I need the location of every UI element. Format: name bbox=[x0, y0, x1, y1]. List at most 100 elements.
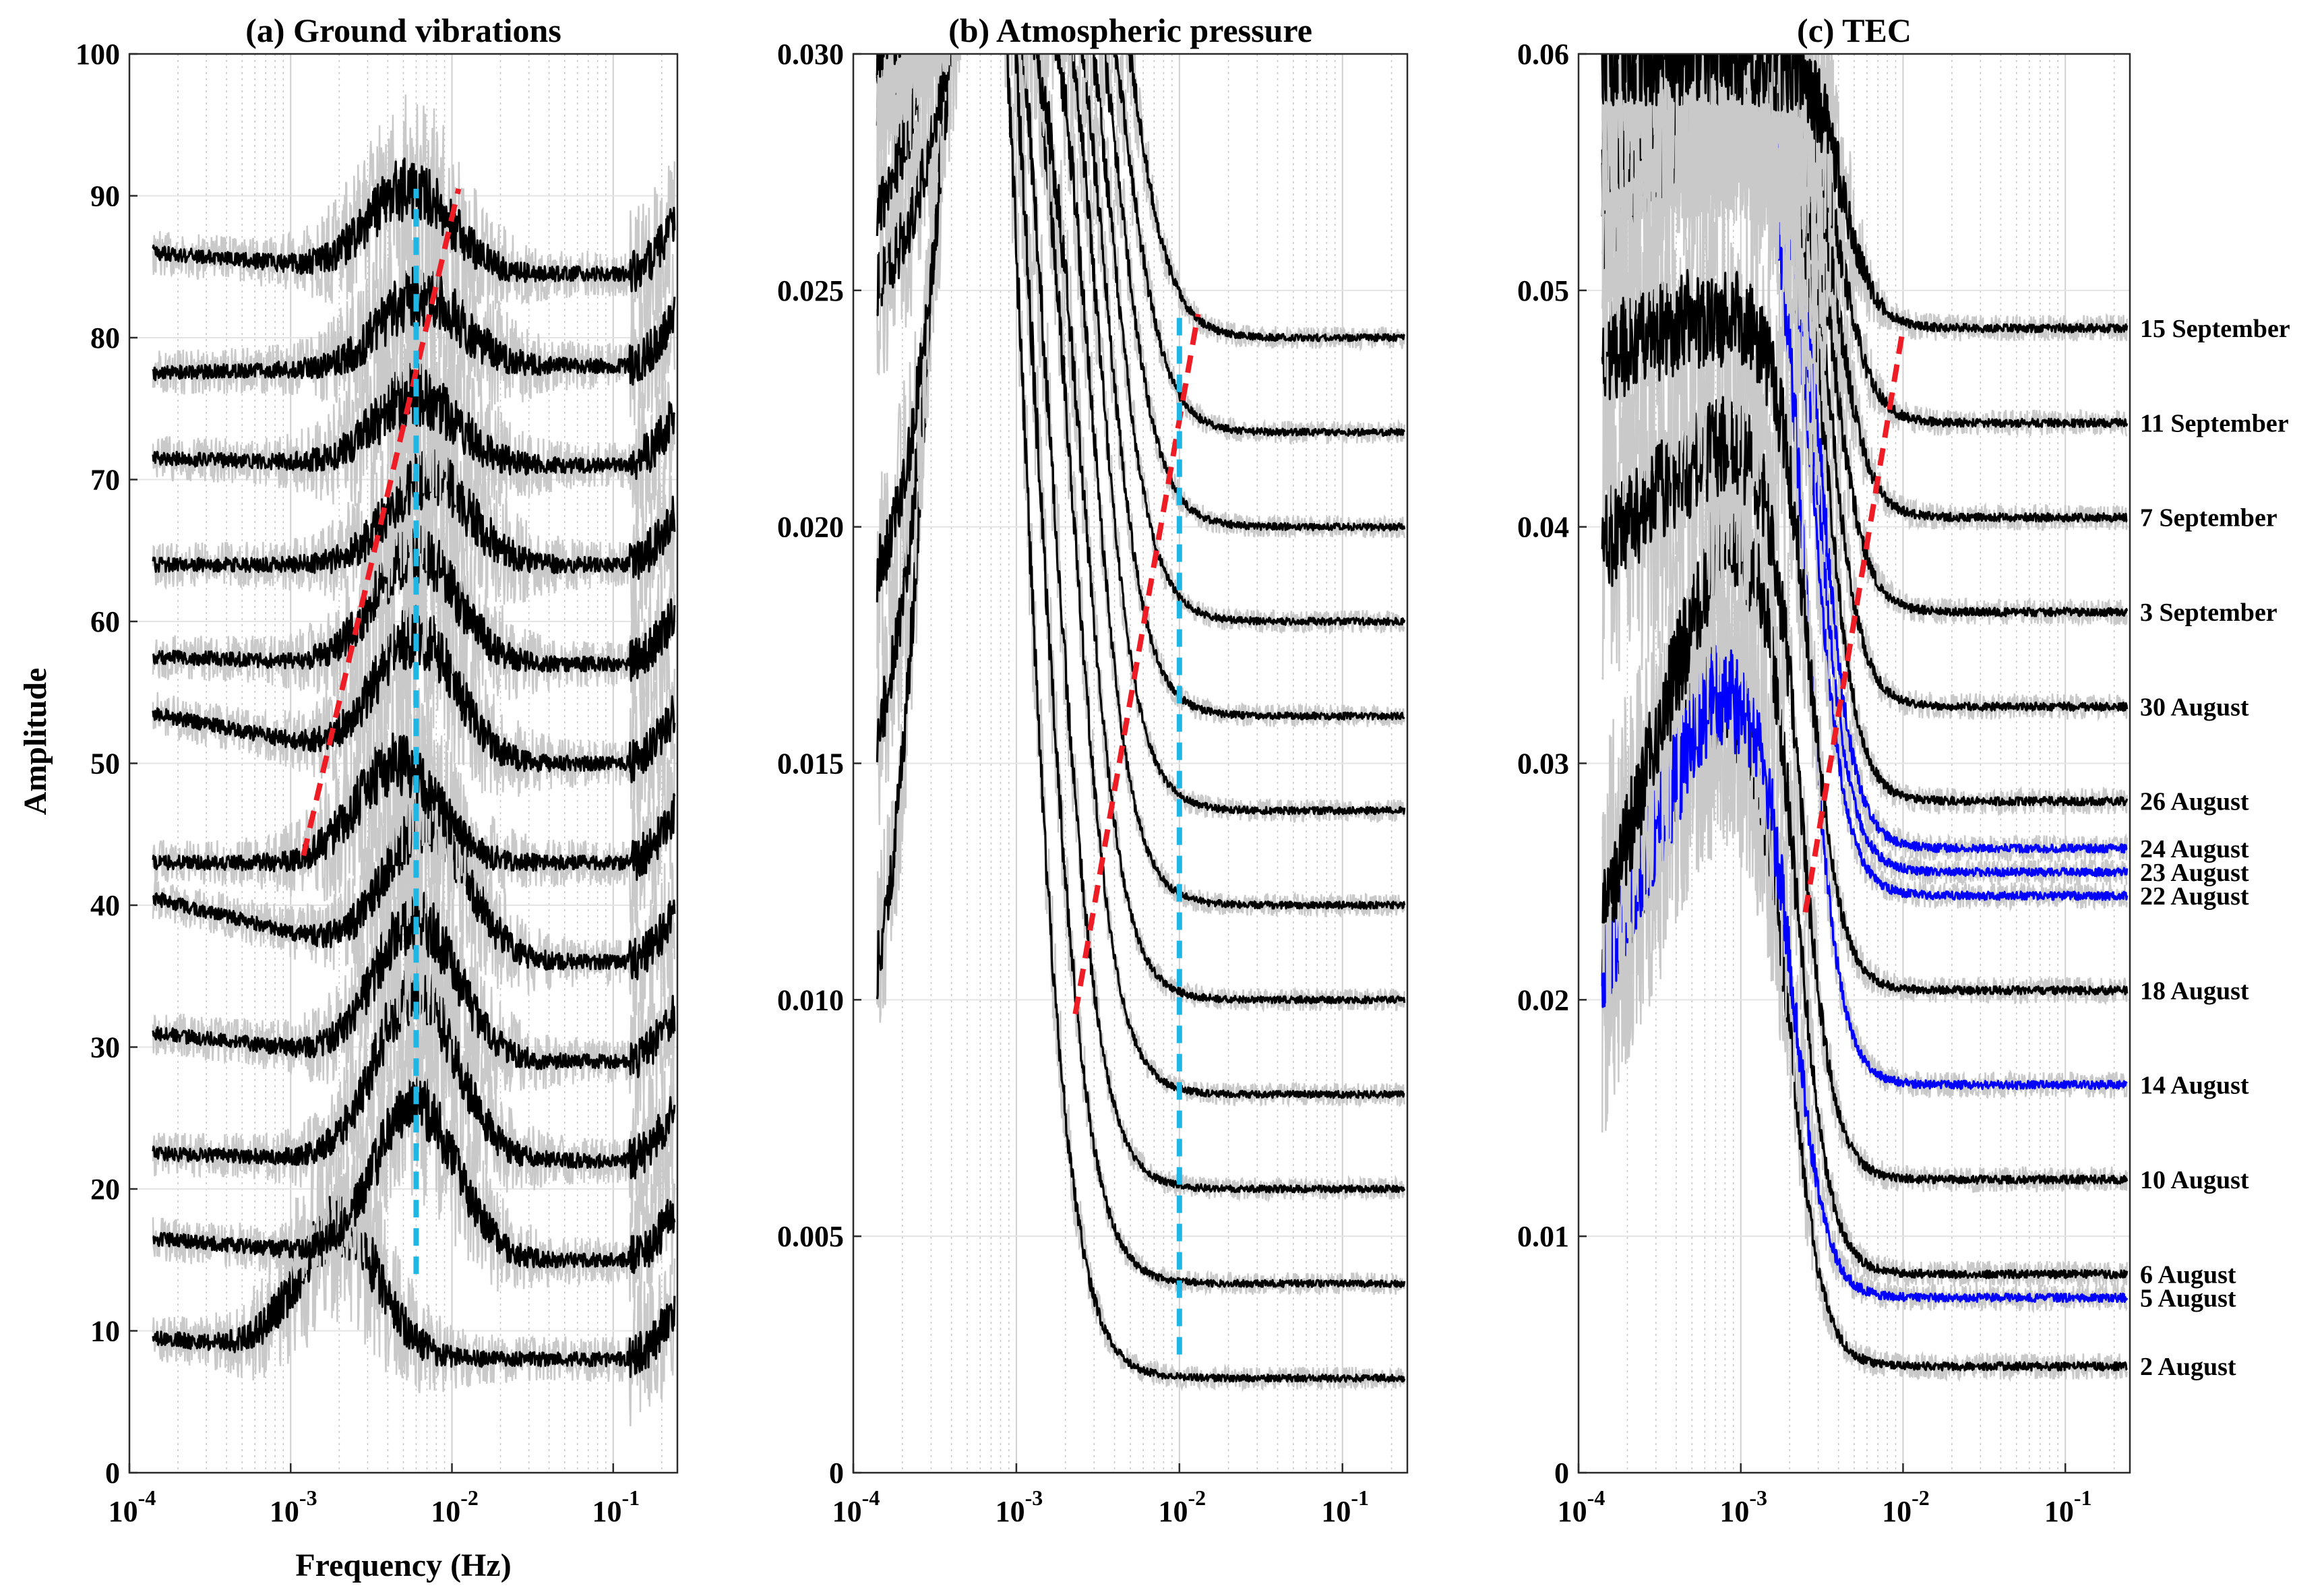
series-line-5-august bbox=[876, 54, 1406, 1289]
day-label: 5 August bbox=[2140, 1284, 2236, 1312]
panel-title: (a) Ground vibrations bbox=[245, 11, 561, 49]
series-line-7-september bbox=[1601, 54, 2128, 523]
series-line-3-september bbox=[876, 54, 1405, 342]
trend-line-red-dashed bbox=[1802, 328, 1906, 913]
series-line-23-august bbox=[876, 54, 1405, 721]
x-tick-label: 10-2 bbox=[1882, 1486, 1930, 1528]
y-tick-label: 70 bbox=[90, 464, 120, 497]
day-label: 11 September bbox=[2140, 409, 2289, 437]
day-label: 23 August bbox=[2140, 859, 2249, 887]
x-tick-label: 10-4 bbox=[1558, 1486, 1606, 1528]
x-tick-label: 10-4 bbox=[109, 1486, 156, 1528]
day-label: 18 August bbox=[2140, 977, 2249, 1005]
x-tick-label: 10-3 bbox=[996, 1486, 1043, 1528]
day-label: 24 August bbox=[2140, 835, 2249, 863]
series-spread-18-august bbox=[1601, 154, 2128, 1006]
y-tick-label: 0 bbox=[1554, 1457, 1569, 1490]
day-label: 26 August bbox=[2140, 788, 2249, 816]
x-tick-label: 10-1 bbox=[2044, 1486, 2092, 1528]
panel-tec: 0 0.01 0.02 0.03 0.04 0.05 0.06 10-4 10-3 10-2 10-… bbox=[1517, 11, 2290, 1528]
series-line-18-august bbox=[876, 54, 1406, 910]
day-labels: 15 September 11 September 7 September 3 Sep… bbox=[2140, 315, 2290, 1381]
series-line-11-september bbox=[1601, 54, 2129, 428]
traces bbox=[1601, 54, 2129, 1382]
series-line-5-august bbox=[152, 1076, 676, 1275]
y-tick-label: 0.03 bbox=[1517, 747, 1569, 781]
day-label: 3 September bbox=[2140, 599, 2277, 627]
y-tick-label: 0.010 bbox=[777, 983, 844, 1016]
y-tick-label: 50 bbox=[90, 747, 120, 781]
series-line-30-august bbox=[876, 54, 1406, 437]
y-tick-label: 0.01 bbox=[1517, 1220, 1569, 1253]
y-tick-label: 0.005 bbox=[777, 1220, 844, 1253]
traces bbox=[876, 54, 1406, 1393]
y-tick-label: 0.05 bbox=[1517, 274, 1569, 307]
series-spread-18-august bbox=[876, 54, 1405, 918]
series-spread-7-september bbox=[1601, 54, 2128, 531]
panel-title: (c) TEC bbox=[1797, 11, 1912, 49]
series-line-2-august bbox=[152, 1195, 676, 1378]
y-tick-label: 0.025 bbox=[777, 274, 844, 307]
x-tick-label: 10-3 bbox=[270, 1486, 317, 1528]
y-axis-label: Amplitude bbox=[18, 668, 53, 816]
x-tick-label: 10-1 bbox=[592, 1486, 640, 1528]
x-tick-label: 10-3 bbox=[1719, 1486, 1767, 1528]
series-line-10-august bbox=[876, 54, 1405, 1099]
series-line-22-august bbox=[876, 54, 1406, 816]
series-line-24-august bbox=[1601, 54, 2128, 854]
x-tick-label: 10-1 bbox=[1321, 1486, 1369, 1528]
series-line-24-august bbox=[876, 54, 1406, 626]
y-tick-label: 80 bbox=[90, 322, 120, 355]
trend-line-red-dashed bbox=[301, 188, 462, 857]
series-line-10-august bbox=[1601, 396, 2129, 1185]
day-label: 15 September bbox=[2140, 315, 2290, 343]
y-tick-label: 40 bbox=[90, 889, 120, 922]
series-spread-24-august bbox=[876, 54, 1405, 636]
day-label: 6 August bbox=[2140, 1260, 2236, 1289]
series-line-18-august bbox=[1601, 269, 2129, 996]
series-spread-5-august bbox=[876, 54, 1405, 1297]
y-tick-label: 10 bbox=[90, 1315, 120, 1348]
series-spread-3-september bbox=[876, 54, 1405, 352]
series-line-23-august bbox=[1601, 54, 2129, 878]
y-tick-label: 0 bbox=[829, 1457, 844, 1490]
y-tick-label: 0.04 bbox=[1517, 511, 1569, 544]
series-spread-2-august bbox=[876, 54, 1405, 1393]
series-line-3-september bbox=[152, 157, 676, 293]
y-tick-label: 90 bbox=[90, 180, 120, 213]
series-spread-6-august bbox=[876, 54, 1405, 1203]
series-spread-26-august bbox=[1601, 54, 2128, 817]
series-spread-14-august bbox=[876, 54, 1405, 1013]
series-line-22-august bbox=[152, 605, 676, 784]
day-label: 10 August bbox=[2140, 1166, 2249, 1194]
y-tick-label: 30 bbox=[90, 1031, 120, 1064]
series-line-6-august bbox=[876, 54, 1406, 1194]
series-line-2-august bbox=[876, 54, 1406, 1383]
x-tick-label: 10-2 bbox=[431, 1486, 479, 1528]
y-tick-label: 60 bbox=[90, 605, 120, 638]
x-tick-label: 10-4 bbox=[832, 1486, 880, 1528]
y-tick-label: 0.015 bbox=[777, 747, 844, 781]
y-tick-label: 100 bbox=[75, 38, 120, 71]
panel-ground-vibrations: 0 10 20 30 40 50 60 70 80 90 100 10-4 10-3 10-2 10-1 (a… bbox=[75, 11, 679, 1528]
series-line-5-august bbox=[1601, 644, 2129, 1304]
x-tick-label: 10-2 bbox=[1158, 1486, 1206, 1528]
day-label: 7 September bbox=[2140, 504, 2277, 532]
y-tick-label: 0 bbox=[105, 1457, 120, 1490]
series-line-14-august bbox=[876, 54, 1406, 1005]
y-tick-label: 0.030 bbox=[777, 38, 844, 71]
series-spread-15-september bbox=[1601, 54, 2128, 342]
y-tick-label: 0.06 bbox=[1517, 38, 1569, 71]
day-label: 22 August bbox=[2140, 882, 2249, 911]
series-line-15-september bbox=[1601, 54, 2129, 334]
series-spread-23-august bbox=[881, 54, 1405, 729]
panel-title: (b) Atmospheric pressure bbox=[948, 11, 1312, 49]
day-label: 30 August bbox=[2140, 693, 2249, 721]
y-tick-label: 0.020 bbox=[777, 511, 844, 544]
series-line-22-august bbox=[1601, 54, 2129, 901]
series-line-26-august bbox=[876, 54, 1406, 532]
y-tick-label: 20 bbox=[90, 1173, 120, 1206]
x-axis-label: Frequency (Hz) bbox=[295, 1548, 511, 1583]
trend-line-red-dashed bbox=[1072, 313, 1201, 1015]
series-spread-2-august bbox=[152, 1130, 676, 1427]
